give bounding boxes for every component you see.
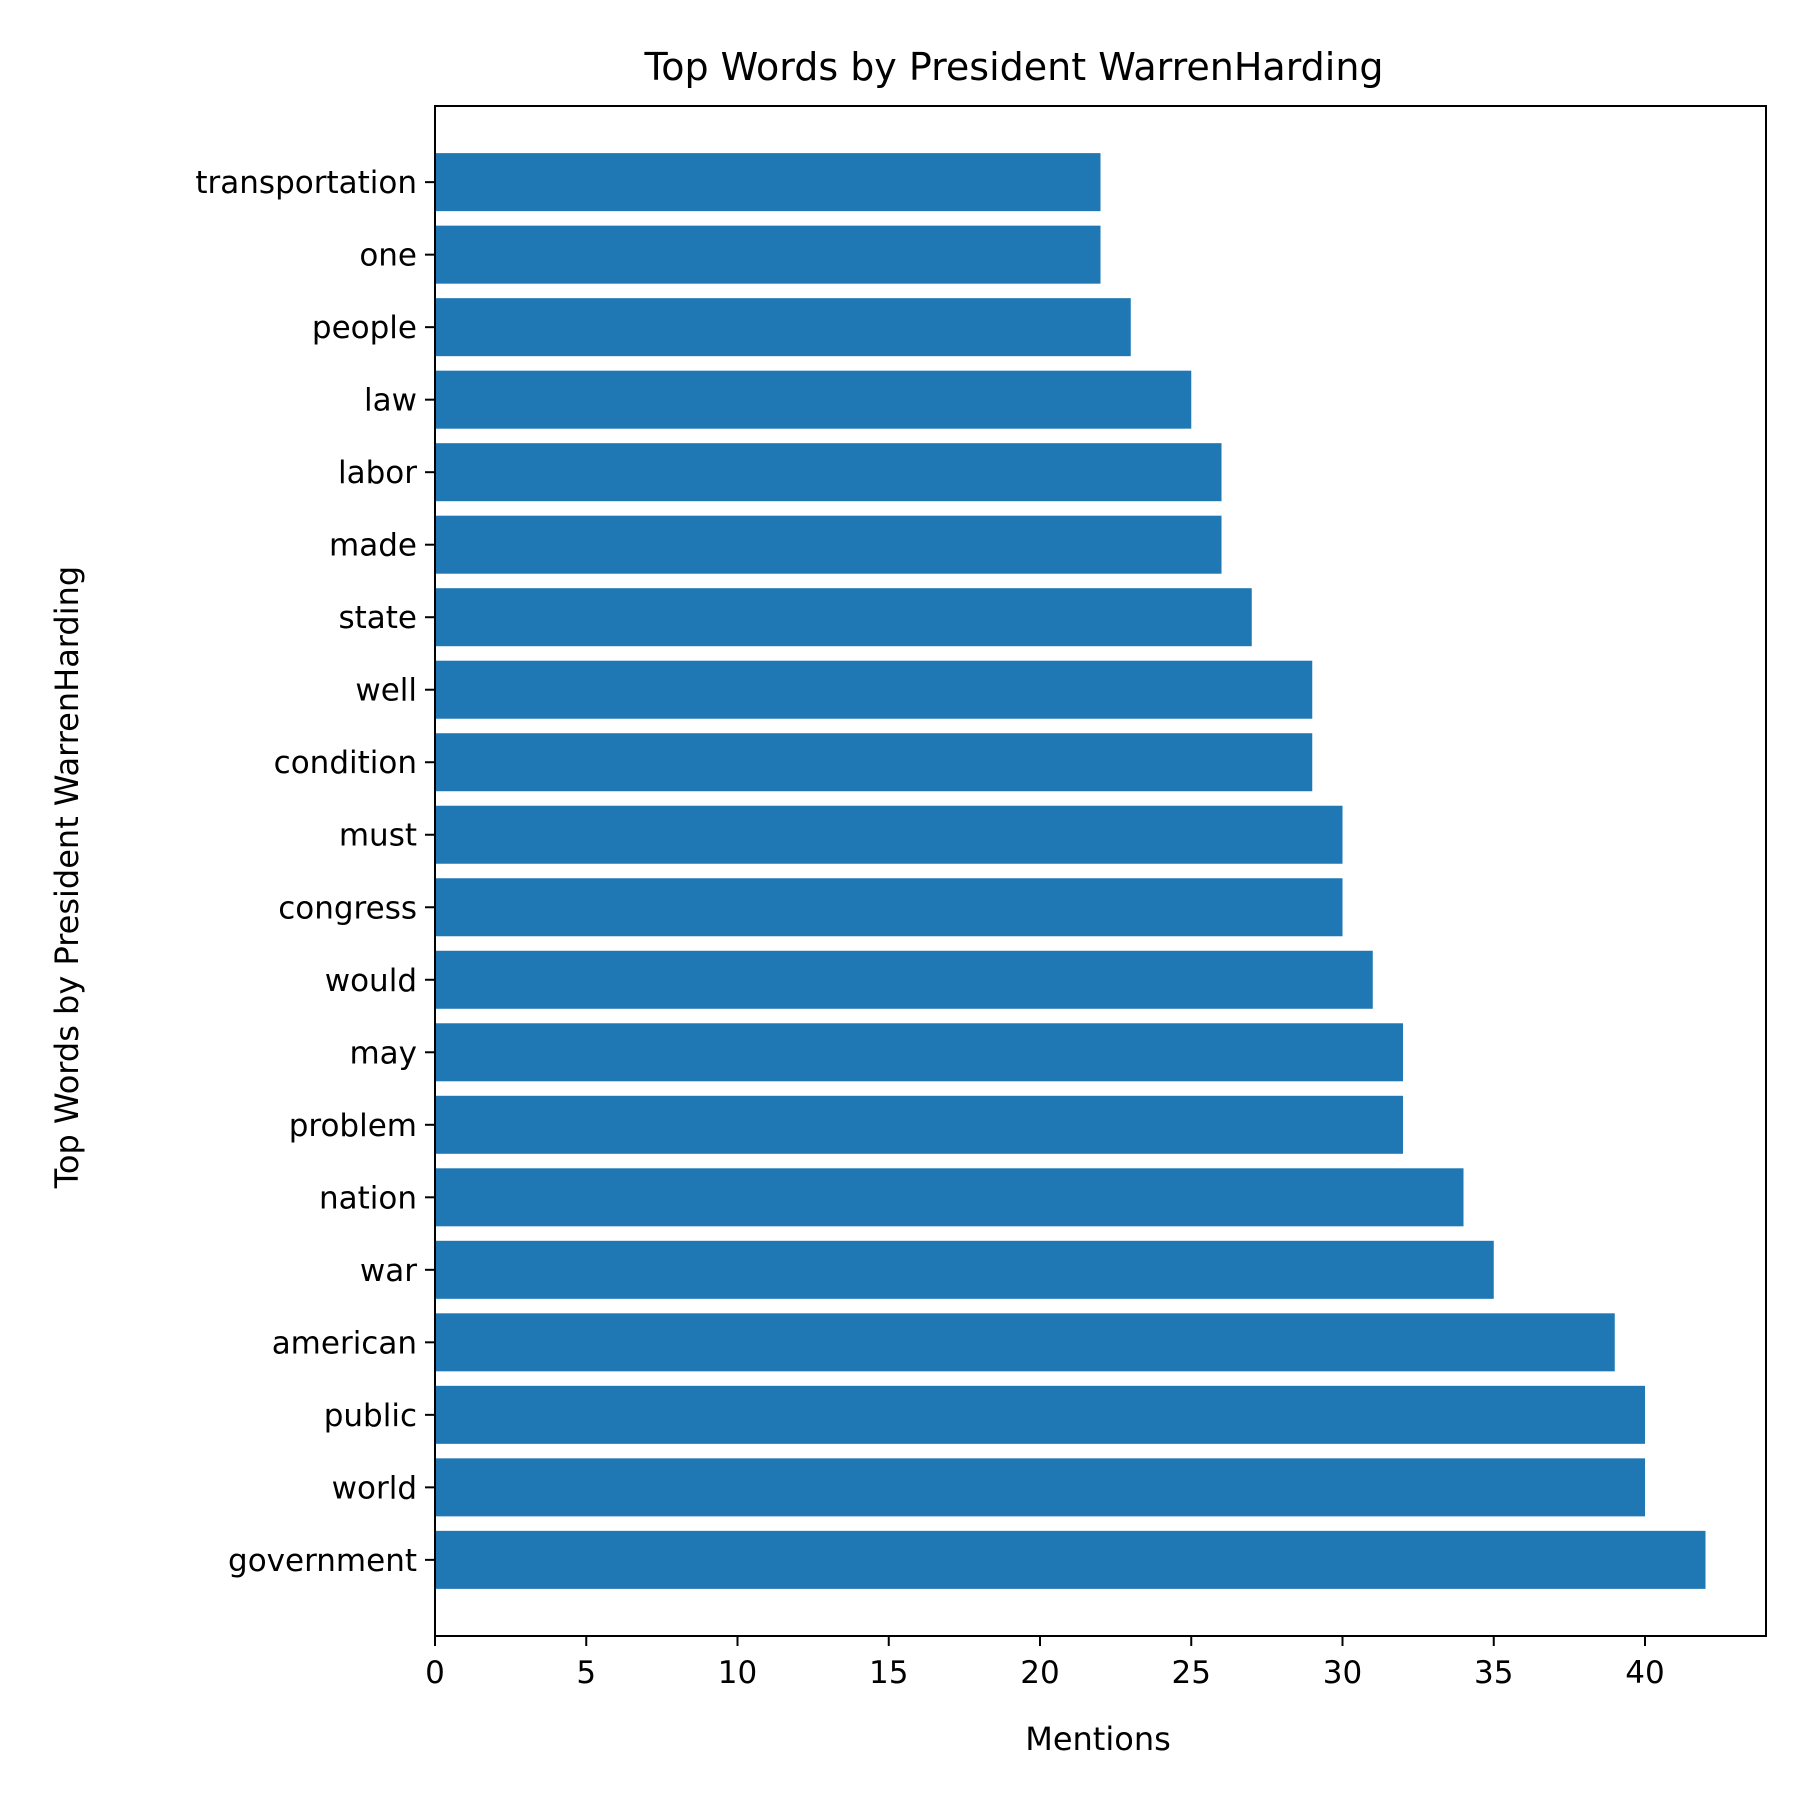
y-tick-label: must xyxy=(339,818,417,854)
y-tick-label: people xyxy=(312,310,417,346)
x-tick-label: 30 xyxy=(1323,1655,1362,1691)
y-tick-label: condition xyxy=(274,745,417,781)
y-tick-label: government xyxy=(228,1543,417,1579)
x-tick-label: 35 xyxy=(1474,1655,1513,1691)
x-tick-label: 10 xyxy=(718,1655,757,1691)
bar-would xyxy=(435,950,1373,1009)
bar-problem xyxy=(435,1095,1403,1154)
plot-frame xyxy=(434,105,1767,1637)
bar-labor xyxy=(435,443,1222,502)
y-tick-label: state xyxy=(338,600,417,636)
bar-well xyxy=(435,660,1313,719)
bar-state xyxy=(435,588,1252,647)
bar-one xyxy=(435,225,1101,284)
bar-government xyxy=(435,1530,1706,1589)
y-tick-label: american xyxy=(272,1325,417,1361)
bar-must xyxy=(435,805,1343,864)
y-tick-label: one xyxy=(359,238,417,274)
x-tick-label: 20 xyxy=(1020,1655,1059,1691)
y-tick-label: may xyxy=(349,1035,417,1071)
y-tick-label: labor xyxy=(338,455,417,491)
bar-war xyxy=(435,1240,1494,1299)
x-ticks-group: 0 5 10 15 20 25 30 35 40 xyxy=(425,1636,1665,1691)
bar-condition xyxy=(435,733,1313,792)
x-tick-label: 25 xyxy=(1172,1655,1211,1691)
y-tick-label: law xyxy=(364,383,417,419)
y-tick-label: congress xyxy=(278,890,417,926)
y-tick-label: made xyxy=(329,528,417,564)
bar-congress xyxy=(435,878,1343,937)
y-axis-label: Top Words by President WarrenHarding xyxy=(48,566,86,1189)
y-tick-label: well xyxy=(355,673,417,709)
y-ticks-group: government world public american war nation pr… xyxy=(195,165,435,1579)
bar-nation xyxy=(435,1168,1464,1227)
x-tick-label: 0 xyxy=(425,1655,445,1691)
y-tick-label: war xyxy=(360,1253,417,1289)
y-tick-label: public xyxy=(324,1398,417,1434)
bar-law xyxy=(435,370,1192,429)
x-axis-label: Mentions xyxy=(1025,1720,1171,1758)
x-tick-label: 5 xyxy=(576,1655,596,1691)
bar-public xyxy=(435,1385,1645,1444)
bar-american xyxy=(435,1313,1615,1372)
y-tick-label: problem xyxy=(289,1108,417,1144)
y-tick-label: transportation xyxy=(195,165,417,201)
bar-people xyxy=(435,298,1131,357)
bar-made xyxy=(435,515,1222,574)
bar-world xyxy=(435,1458,1645,1517)
chart-title: Top Words by President WarrenHarding xyxy=(643,45,1383,89)
y-tick-label: would xyxy=(325,963,417,999)
bars-group xyxy=(435,153,1706,1589)
bar-transportation xyxy=(435,153,1101,212)
bar-may xyxy=(435,1023,1403,1082)
y-tick-label: world xyxy=(332,1470,417,1506)
x-tick-label: 40 xyxy=(1625,1655,1664,1691)
y-tick-label: nation xyxy=(319,1180,417,1216)
x-tick-label: 15 xyxy=(869,1655,908,1691)
